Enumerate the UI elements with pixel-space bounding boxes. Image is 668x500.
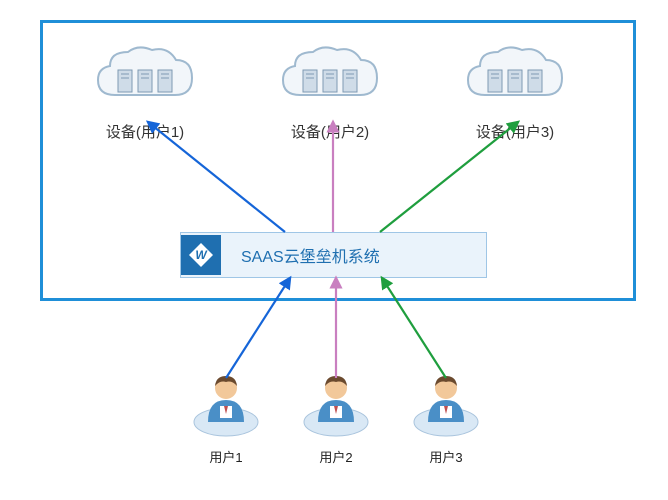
svg-text:W: W: [195, 248, 208, 262]
user-1: 用户1: [190, 370, 262, 466]
cloud-label: 设备(用户3): [460, 121, 570, 142]
cloud-label: 设备(用户2): [275, 121, 385, 142]
user-3: 用户3: [410, 370, 482, 466]
user-label: 用户3: [410, 447, 482, 466]
cloud-device-1: 设备(用户1): [90, 40, 200, 142]
saas-logo-icon: W: [181, 235, 221, 275]
cloud-device-2: 设备(用户2): [275, 40, 385, 142]
saas-label: SAAS云堡垒机系统: [221, 243, 486, 267]
saas-system-box: W SAAS云堡垒机系统: [180, 232, 487, 278]
cloud-device-3: 设备(用户3): [460, 40, 570, 142]
user-label: 用户2: [300, 447, 372, 466]
user-2: 用户2: [300, 370, 372, 466]
cloud-label: 设备(用户1): [90, 121, 200, 142]
diagram-canvas: 设备(用户1) 设备(用户2) 设备(用户3) W SAAS云堡垒机系统用户1 用户2 用户…: [0, 0, 668, 500]
user-label: 用户1: [190, 447, 262, 466]
